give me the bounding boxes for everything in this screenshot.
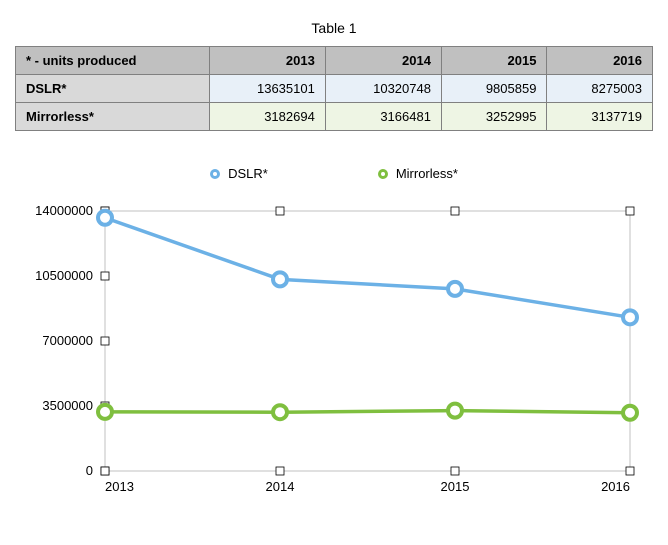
line-chart: 0 3500000 7000000 10500000 14000000 2013 2014 2… [15, 196, 645, 516]
svg-text:2013: 2013 [105, 479, 134, 494]
svg-text:2016: 2016 [601, 479, 630, 494]
table-title: Table 1 [15, 20, 653, 36]
table-header-row: * - units produced 2013201420152016 [16, 47, 653, 75]
table-body: DSLR*136351011032074898058598275003Mirro… [16, 75, 653, 131]
svg-text:7000000: 7000000 [42, 333, 93, 348]
legend-item: Mirrorless* [378, 166, 458, 181]
cell-value: 3166481 [325, 103, 441, 131]
cell-value: 3137719 [547, 103, 653, 131]
svg-text:2014: 2014 [266, 479, 295, 494]
cell-value: 13635101 [209, 75, 325, 103]
data-table: * - units produced 2013201420152016 DSLR… [15, 46, 653, 131]
legend-label: Mirrorless* [396, 166, 458, 181]
year-header: 2014 [325, 47, 441, 75]
svg-text:10500000: 10500000 [35, 268, 93, 283]
year-header: 2015 [441, 47, 547, 75]
cell-value: 3182694 [209, 103, 325, 131]
legend-marker-icon [378, 169, 388, 179]
cell-value: 10320748 [325, 75, 441, 103]
row-label: Mirrorless* [16, 103, 210, 131]
year-header: 2016 [547, 47, 653, 75]
svg-text:3500000: 3500000 [42, 398, 93, 413]
legend-marker-icon [210, 169, 220, 179]
chart-legend: DSLR* Mirrorless* [15, 166, 653, 181]
chart-container: DSLR* Mirrorless* 0 3500000 7000000 10500000… [15, 166, 653, 516]
cell-value: 3252995 [441, 103, 547, 131]
table-corner: * - units produced [16, 47, 210, 75]
legend-item: DSLR* [210, 166, 268, 181]
svg-text:2015: 2015 [441, 479, 470, 494]
legend-label: DSLR* [228, 166, 268, 181]
table-row: DSLR*136351011032074898058598275003 [16, 75, 653, 103]
year-header: 2013 [209, 47, 325, 75]
svg-text:14000000: 14000000 [35, 203, 93, 218]
cell-value: 9805859 [441, 75, 547, 103]
cell-value: 8275003 [547, 75, 653, 103]
svg-text:0: 0 [86, 463, 93, 478]
table-row: Mirrorless*3182694316648132529953137719 [16, 103, 653, 131]
row-label: DSLR* [16, 75, 210, 103]
